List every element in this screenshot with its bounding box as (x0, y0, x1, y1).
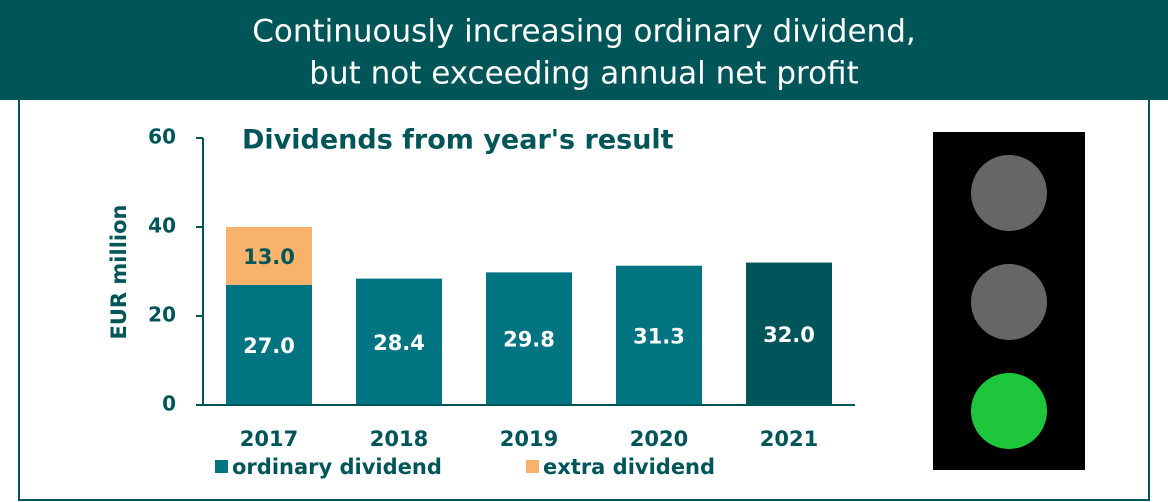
bar (356, 278, 442, 405)
header-title: Continuously increasing ordinary dividen… (252, 14, 916, 50)
bar (486, 272, 572, 405)
light-off (971, 155, 1047, 231)
legend-label: extra dividend (543, 455, 715, 479)
data-label: 13.0 (243, 245, 295, 269)
bar (616, 265, 702, 405)
y-tick-label: 20 (148, 303, 176, 327)
light-green (971, 373, 1047, 449)
bar (226, 227, 312, 285)
bar (746, 262, 832, 405)
y-tick-label: 40 (148, 214, 176, 238)
x-tick-label: 2021 (760, 427, 818, 451)
x-tick-label: 2019 (500, 427, 558, 451)
legend-swatch (215, 460, 228, 473)
y-tick-label: 60 (148, 125, 176, 149)
header-band (0, 0, 1168, 100)
data-label: 28.4 (373, 331, 425, 355)
data-label: 29.8 (503, 328, 555, 352)
bar (226, 284, 312, 405)
light-off (971, 264, 1047, 340)
y-axis-label: EUR million (107, 205, 131, 340)
data-label: 31.3 (633, 324, 685, 348)
chart-title: Dividends from year's result (242, 125, 674, 156)
legend-swatch (526, 460, 539, 473)
x-tick-label: 2020 (630, 427, 688, 451)
data-label: 32.0 (763, 323, 815, 347)
header-title: but not exceeding annual net profit (309, 56, 858, 92)
data-label: 27.0 (243, 334, 295, 358)
x-tick-label: 2017 (240, 427, 298, 451)
y-tick-label: 0 (162, 392, 176, 416)
x-tick-label: 2018 (370, 427, 428, 451)
legend-label: ordinary dividend (232, 455, 442, 479)
